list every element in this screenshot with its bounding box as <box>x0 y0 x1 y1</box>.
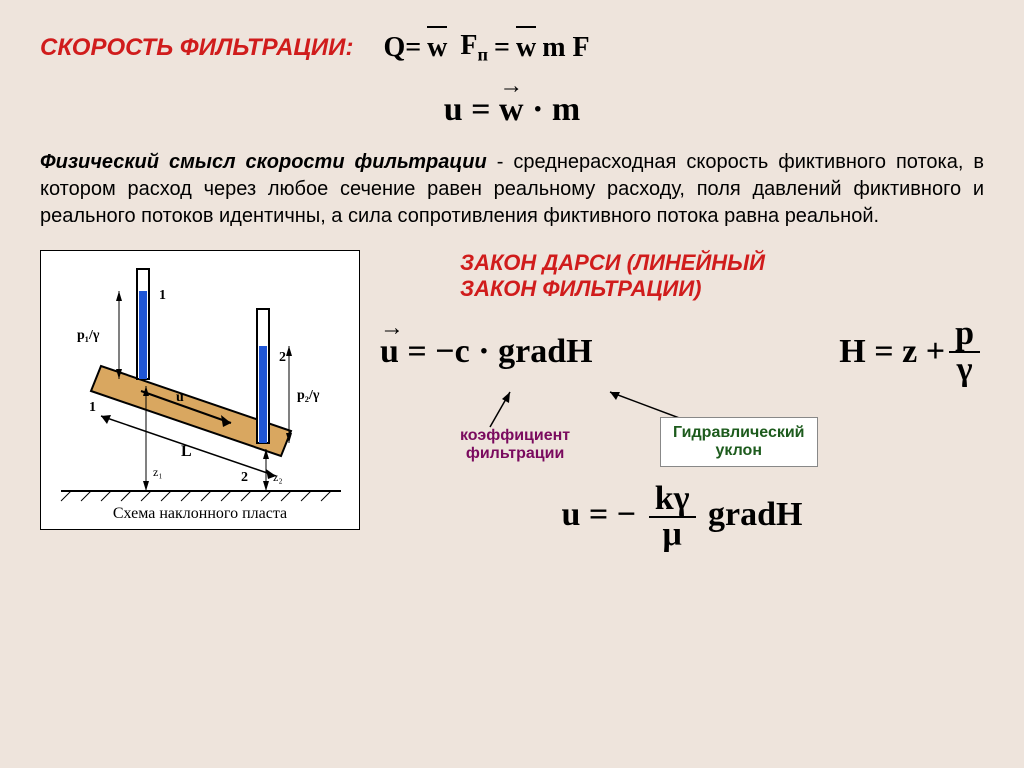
svg-text:z₂: z₂ <box>273 470 283 484</box>
svg-text:2: 2 <box>241 470 248 485</box>
svg-text:p₂/γ: p₂/γ <box>297 388 320 403</box>
frac-kgamma-mu: kγ μ <box>649 482 696 552</box>
svg-text:p₁/γ: p₁/γ <box>77 328 100 343</box>
formula-u-gradH: u = −c · gradH <box>380 333 593 371</box>
formula-u: u <box>444 91 463 128</box>
frac-p-gamma: p γ <box>949 317 980 387</box>
title-filtration-speed: СКОРОСТЬ ФИЛЬТРАЦИИ: <box>40 34 353 62</box>
paragraph-lead: Физический смысл скорости фильтрации <box>40 151 487 173</box>
svg-text:1: 1 <box>89 400 96 415</box>
formula-row-1: u = −c · gradH H = z + p γ <box>380 317 984 387</box>
darcy-law-title: ЗАКОН ДАРСИ (ЛИНЕЙНЫЙ ЗАКОН ФИЛЬТРАЦИИ) <box>460 250 984 303</box>
formula-Q: Q= w Fп = w m F <box>383 30 589 66</box>
header-row: СКОРОСТЬ ФИЛЬТРАЦИИ: Q= w Fп = w m F <box>40 30 984 66</box>
formula-mF: m F <box>542 32 589 64</box>
u-vec: u <box>380 333 399 371</box>
formula-u-final: u = − kγ μ gradH <box>380 482 984 552</box>
formula-Fp: Fп <box>453 30 488 66</box>
bottom-row: u L z₁ z₂ <box>40 250 984 553</box>
annotation-coefficient: коэффициент фильтрации <box>460 427 570 463</box>
physical-meaning-paragraph: Физический смысл скорости фильтрации - с… <box>40 149 984 230</box>
diagram-box: u L z₁ z₂ <box>40 250 360 530</box>
diagram-column: u L z₁ z₂ <box>40 250 370 553</box>
svg-text:2: 2 <box>279 350 286 365</box>
formula-eq: = <box>494 32 510 64</box>
formula-w-bar-1: w <box>427 32 447 64</box>
annotations: коэффициент фильтрации Гидравлический ук… <box>380 397 984 477</box>
annotation-hydraulic-slope: Гидравлический уклон <box>660 417 818 467</box>
svg-text:1: 1 <box>159 288 166 303</box>
inclined-layer-diagram: u L z₁ z₂ <box>41 251 361 531</box>
svg-text:u: u <box>176 390 184 405</box>
formula-w-bar-2: w <box>516 32 536 64</box>
formula-H: H = z + p γ <box>839 317 984 387</box>
svg-text:z₁: z₁ <box>153 465 163 479</box>
right-column: ЗАКОН ДАРСИ (ЛИНЕЙНЫЙ ЗАКОН ФИЛЬТРАЦИИ) … <box>380 250 984 553</box>
slide: СКОРОСТЬ ФИЛЬТРАЦИИ: Q= w Fп = w m F u =… <box>0 0 1024 768</box>
formula-u-wm: u = w · m <box>444 91 581 129</box>
formula-w-vec: w <box>499 91 524 129</box>
svg-text:L: L <box>181 443 192 460</box>
formula-Q-lhs: Q= <box>383 32 421 64</box>
diagram-caption: Схема наклонного пласта <box>41 505 359 523</box>
